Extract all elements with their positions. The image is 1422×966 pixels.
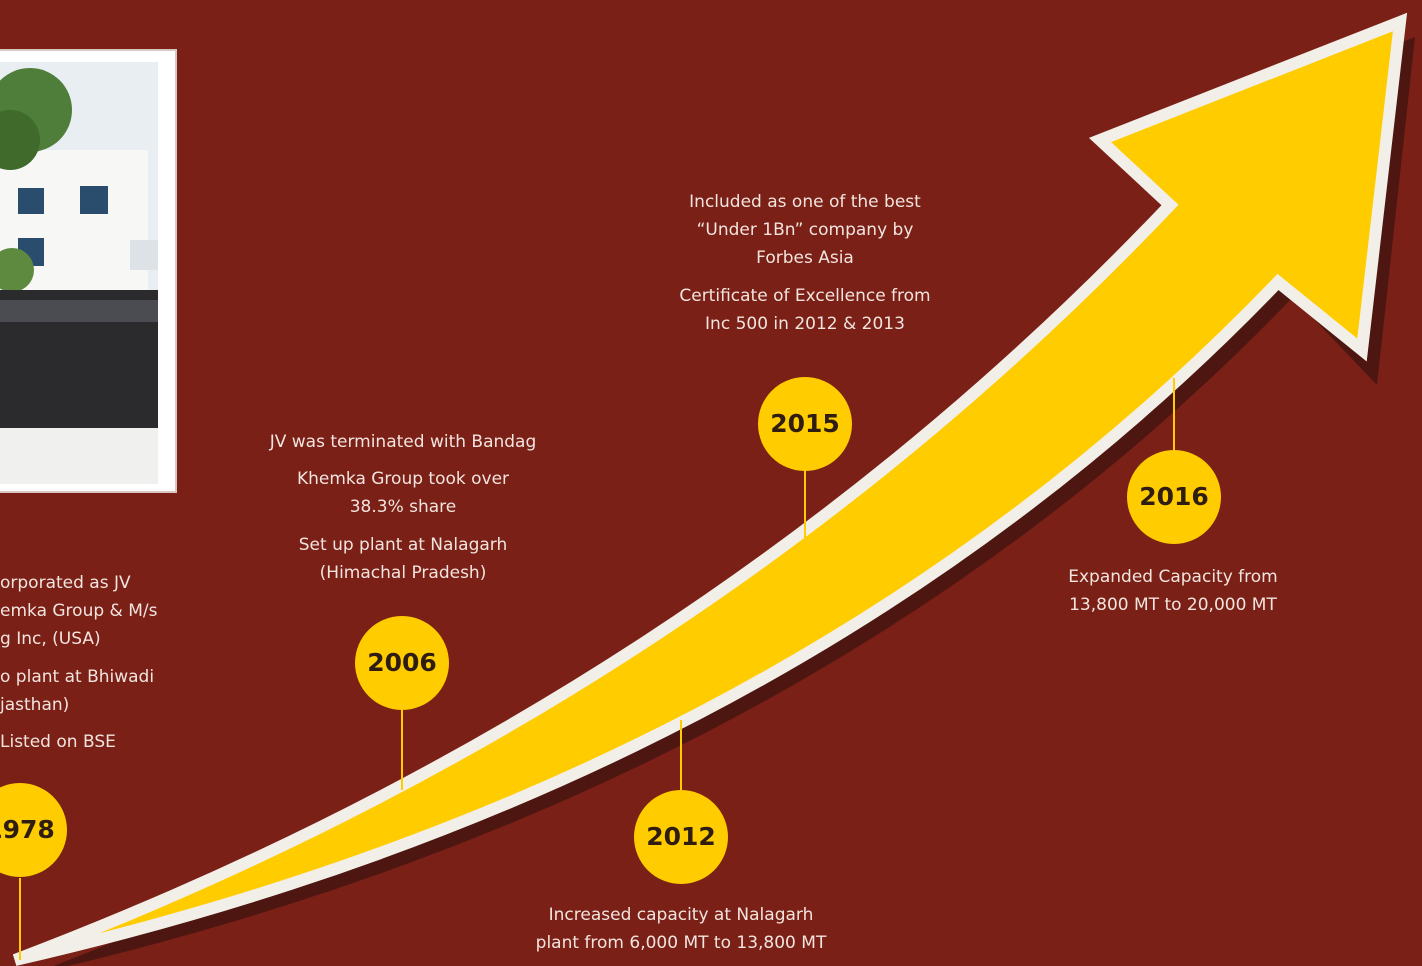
note: emka Group & M/s — [0, 601, 158, 621]
year: 2015 — [770, 409, 840, 438]
year-badge — [1127, 450, 1221, 544]
note: Listed on BSE — [0, 732, 116, 752]
note: Khemka Group took over — [297, 469, 509, 489]
note: Inc 500 in 2012 & 2013 — [705, 314, 905, 334]
note: Expanded Capacity from — [1068, 567, 1278, 587]
year: 1978 — [0, 815, 55, 844]
year: 2006 — [367, 648, 437, 677]
note: (Himachal Pradesh) — [320, 563, 487, 583]
milestone: 2015 Included as one of the best “Under 1B… — [679, 192, 931, 545]
year-badge — [355, 616, 449, 710]
note: “Under 1Bn” company by — [697, 220, 914, 240]
year-badge — [0, 783, 67, 877]
note: Set up plant at Nalagarh — [299, 535, 508, 555]
note: Forbes Asia — [756, 248, 854, 268]
arrow — [12, 12, 1415, 966]
note: Included as one of the best — [689, 192, 921, 212]
milestone: 2016 Expanded Capacity from 13,800 MT to 2… — [1068, 378, 1278, 615]
note: Increased capacity at Nalagarh — [549, 905, 814, 925]
year-badge — [758, 377, 852, 471]
note: jasthan) — [0, 695, 69, 715]
note: 38.3% share — [350, 497, 457, 517]
note: g Inc, (USA) — [0, 629, 101, 649]
note: o plant at Bhiwadi — [0, 667, 154, 687]
note: orporated as JV — [0, 573, 131, 593]
milestone: 2012 Increased capacity at Nalagarh plant … — [536, 720, 827, 953]
photo — [0, 49, 177, 493]
year: 2016 — [1139, 482, 1209, 511]
note: Certificate of Excellence from — [679, 286, 930, 306]
milestone: 1978 orporated as JV emka Group & M/s g Inc… — [0, 573, 158, 960]
note: 13,800 MT to 20,000 MT — [1069, 595, 1277, 615]
note: JV was terminated with Bandag — [269, 432, 537, 452]
milestone: 2006 JV was terminated with Bandag Khemka … — [269, 432, 537, 790]
note: plant from 6,000 MT to 13,800 MT — [536, 933, 827, 953]
year-badge — [634, 790, 728, 884]
year: 2012 — [646, 822, 716, 851]
